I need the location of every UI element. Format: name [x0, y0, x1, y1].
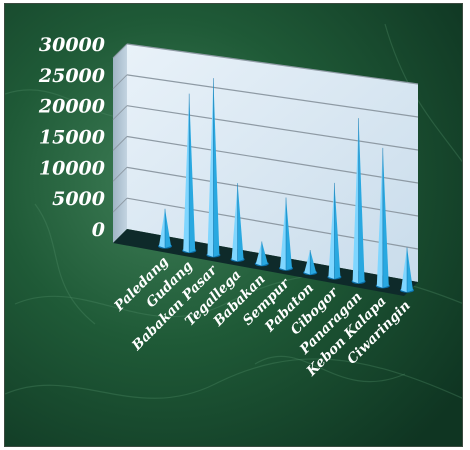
y-tick-label: 30000 — [39, 34, 105, 56]
y-tick-label: 5000 — [52, 188, 105, 210]
chart-frame: 0 5000 10000 15000 20000 25000 30000 Paledang G… — [4, 3, 463, 447]
y-tick-label: 0 — [92, 219, 105, 241]
y-tick-label: 10000 — [39, 157, 105, 179]
y-tick-label: 20000 — [38, 96, 105, 118]
y-tick-label: 25000 — [38, 65, 105, 87]
y-tick-label: 15000 — [39, 127, 105, 149]
